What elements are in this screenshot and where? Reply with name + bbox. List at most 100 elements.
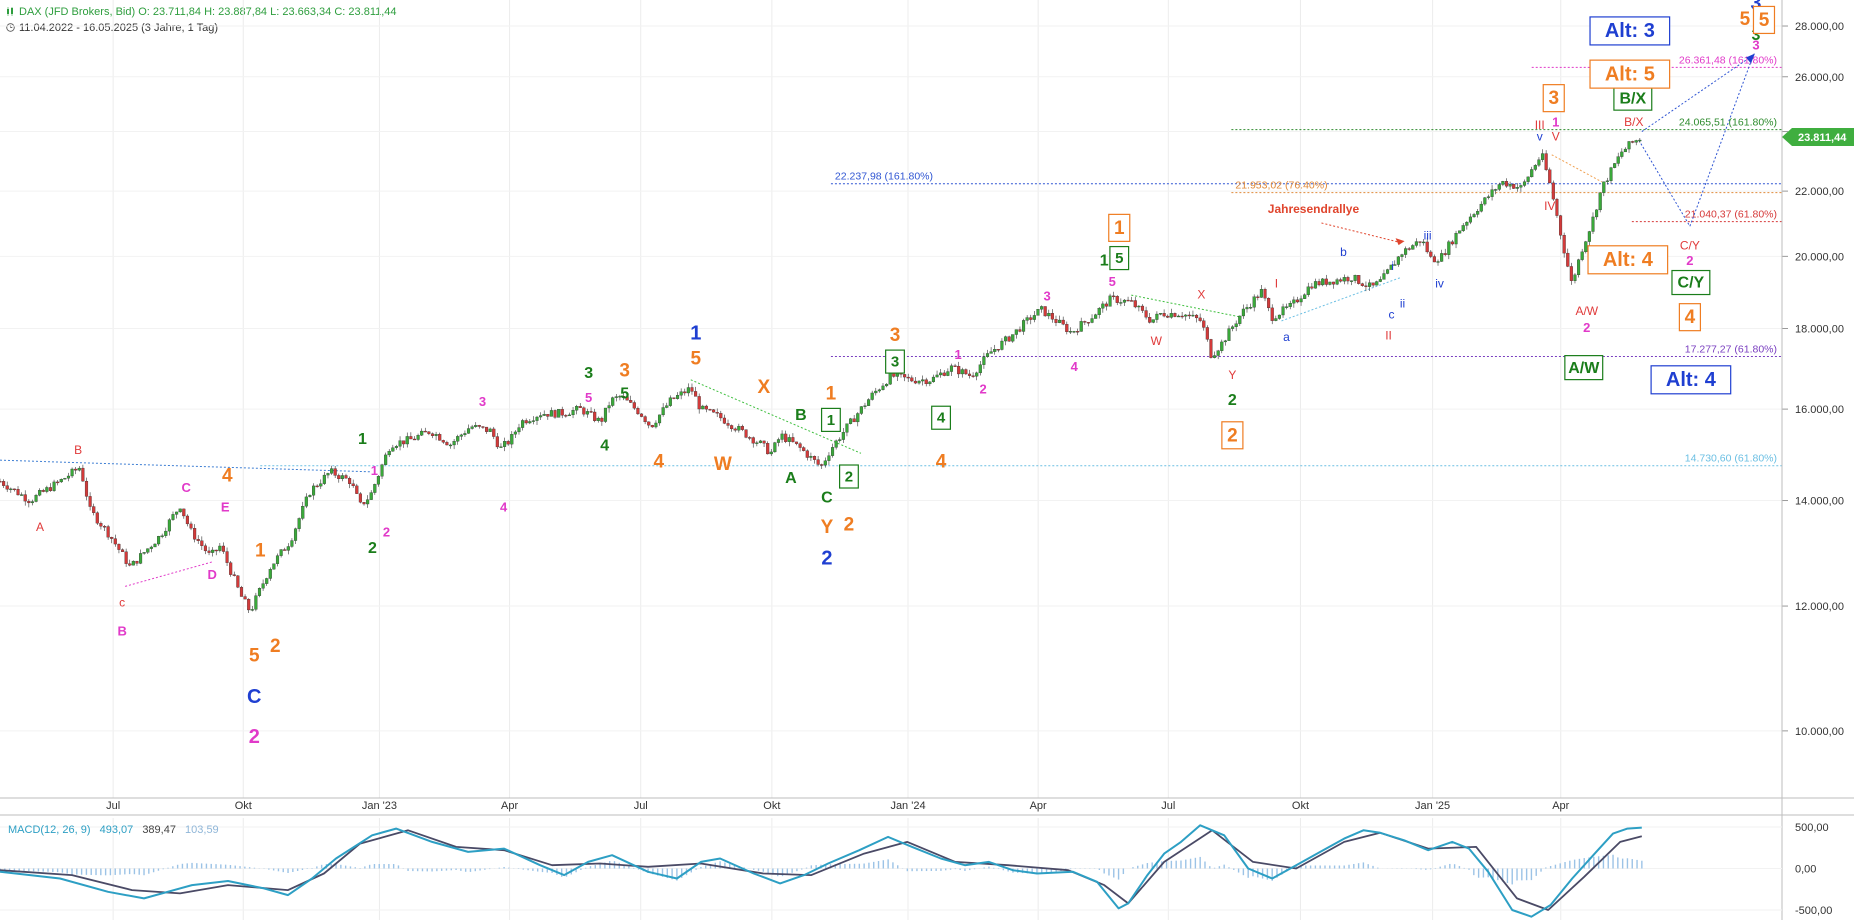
candle-body [1194, 314, 1199, 319]
candle-body [1252, 296, 1256, 308]
macd-hist-bar [897, 865, 899, 869]
candle-body [193, 528, 197, 540]
candle-body [985, 353, 990, 357]
candle-body [849, 418, 853, 424]
candle-body [704, 405, 708, 410]
candle-body [427, 431, 431, 434]
candle-body [1058, 319, 1062, 323]
macd-hist-bar [839, 864, 841, 869]
candle-body [1425, 241, 1429, 253]
macd-hist-bar [292, 868, 294, 872]
macd-hist-bar [1588, 857, 1590, 869]
candle-body [207, 550, 211, 553]
candle-body [81, 467, 85, 482]
wave-label: E [221, 499, 230, 514]
wave-label: 3 [1752, 37, 1759, 52]
candle-body [405, 436, 409, 445]
macd-hist-bar [1281, 868, 1283, 875]
candle-body [1577, 259, 1581, 276]
macd-hist-bar [484, 868, 486, 870]
candle-body [268, 569, 272, 579]
macd-hist-bar [656, 868, 659, 876]
candle-body [924, 379, 928, 385]
macd-hist-bar [8, 868, 11, 871]
candle-body [513, 431, 517, 435]
candle-body [845, 423, 849, 433]
wave-label: 2 [844, 514, 855, 535]
macd-hist-bar [892, 862, 894, 869]
candle-body [1032, 315, 1036, 320]
candle-body [340, 475, 344, 480]
candle-body [236, 575, 240, 588]
candle-body [102, 526, 107, 528]
macd-legend: MACD(12, 26, 9) 493,07 389,47 103,59 [8, 824, 219, 836]
candle-body [394, 446, 398, 448]
macd-hist-bar [681, 868, 683, 878]
candle-body [1436, 261, 1440, 263]
wave-label: ii [1400, 296, 1405, 310]
macd-hist-bar [1492, 868, 1494, 879]
candle-body [758, 440, 763, 443]
macd-hist-bar [1223, 864, 1225, 869]
y-tick-label: 14.000,00 [1795, 496, 1844, 508]
candle-body [189, 523, 193, 529]
macd-hist-bar [541, 868, 544, 873]
macd-hist-bar [474, 868, 476, 872]
candle-body [629, 400, 633, 403]
macd-hist-bar [296, 868, 299, 871]
wave-label: 2 [270, 636, 281, 657]
macd-hist-bar [1209, 866, 1211, 869]
candle-body [1504, 181, 1509, 187]
close-value: C: 23.811,44 [334, 6, 397, 18]
candle-body [175, 511, 179, 515]
candle-body [1364, 285, 1368, 287]
candle-body [841, 432, 845, 440]
candle-body [1602, 181, 1606, 193]
candle-body [506, 441, 510, 445]
wave-label: B/X [1624, 115, 1643, 129]
candle-body [870, 392, 874, 400]
candle-body [809, 456, 813, 458]
candle-body [614, 396, 618, 398]
candle-body [146, 548, 150, 553]
candle-body [1317, 281, 1321, 286]
candle-body [1140, 305, 1145, 311]
macd-hist-bar [176, 864, 179, 869]
candle-body [1079, 321, 1083, 332]
macd-hist-bar [431, 868, 433, 872]
macd-hist-bar [378, 864, 380, 869]
candle-body [679, 391, 683, 396]
candle-body [1522, 181, 1527, 186]
candle-body [1054, 319, 1058, 323]
candle-body [308, 495, 312, 498]
x-tick-label: Okt [763, 800, 780, 812]
candle-body [1241, 308, 1245, 317]
candle-body [964, 369, 968, 375]
candle-body [409, 436, 413, 440]
candle-body [1321, 278, 1325, 286]
candle-body [1061, 319, 1065, 325]
candle-body [1605, 180, 1609, 182]
macd-hist-bar [1151, 862, 1153, 869]
macd-hist-bar [1516, 868, 1518, 881]
candle-body [1501, 181, 1505, 185]
macd-hist-bar [676, 868, 678, 881]
boxed-wave-label: Alt: 5 [1589, 59, 1671, 89]
macd-hist-bar [628, 866, 630, 869]
candle-body [1003, 336, 1008, 342]
boxed-wave-label: 5 [1752, 5, 1776, 35]
macd-hist-bar [133, 868, 136, 875]
macd-hist-bar [421, 868, 424, 872]
macd-hist-bar [973, 868, 976, 870]
candle-body [794, 441, 799, 444]
macd-hist-bar [508, 867, 510, 869]
candle-body [1137, 305, 1141, 308]
boxed-wave-label: Alt: 3 [1589, 16, 1671, 46]
candle-body [625, 396, 629, 401]
macd-hist-bar [700, 867, 702, 869]
macd-hist-bar [224, 864, 227, 869]
macd-hist-bar [690, 868, 693, 873]
candle-body [70, 468, 74, 477]
macd-hist-bar [1357, 863, 1360, 869]
